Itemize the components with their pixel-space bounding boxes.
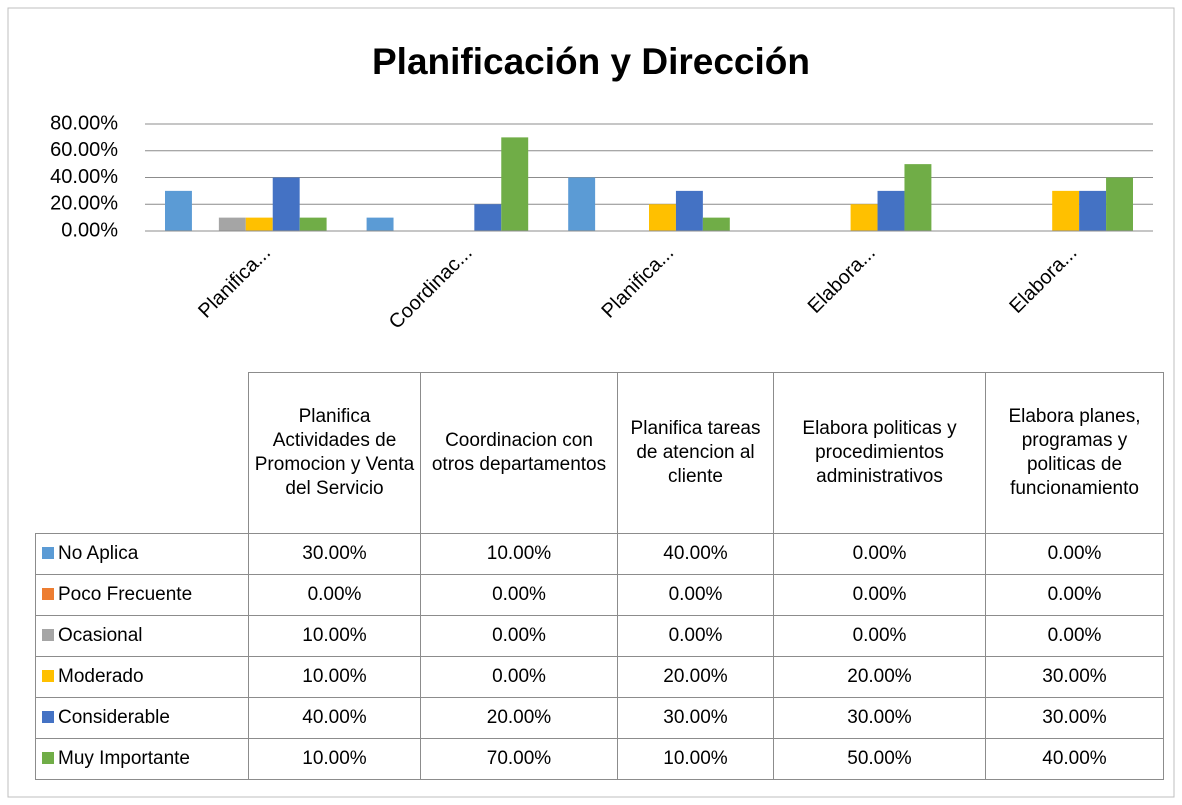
legend-entry: Poco Frecuente (35, 574, 249, 616)
bar (850, 204, 878, 231)
bar (568, 177, 596, 231)
chart-title: Planificación y Dirección (372, 41, 810, 82)
legend-swatch (42, 752, 54, 764)
data-row: Considerable 40.00% 20.00% 30.00% 30.00% 30.0… (35, 697, 1164, 739)
value-cell: 50.00% (773, 738, 986, 780)
legend-swatch (42, 629, 54, 641)
value-cell: 20.00% (617, 656, 774, 698)
value-cell: 20.00% (773, 656, 986, 698)
data-row: No Aplica 30.00% 10.00% 40.00% 0.00% 0.00% (35, 533, 1164, 575)
bar (649, 204, 676, 231)
value-cell: 0.00% (617, 574, 774, 616)
value-cell: 10.00% (420, 533, 618, 575)
column-header: Elabora planes, programas y politicas de… (985, 372, 1164, 534)
value-cell: 30.00% (985, 656, 1164, 698)
column-header: Planifica Actividades de Promocion y Ven… (248, 372, 421, 534)
value-cell: 20.00% (420, 697, 618, 739)
legend-entry: No Aplica (35, 533, 249, 575)
value-cell: 70.00% (420, 738, 618, 780)
legend-label: Ocasional (58, 625, 143, 646)
bar (501, 137, 529, 231)
legend-swatch (42, 670, 54, 682)
y-tick-label: 20.00% (50, 193, 118, 215)
bar (165, 190, 192, 231)
bar (299, 217, 327, 231)
legend-swatch (42, 711, 54, 723)
column-header: Coordinacion con otros departamentos (420, 372, 618, 534)
value-cell: 0.00% (773, 533, 986, 575)
column-header: Planifica tareas de atencion al cliente (617, 372, 774, 534)
legend-label: Moderado (58, 666, 144, 687)
y-tick-label: 0.00% (61, 219, 118, 241)
legend-entry: Muy Importante (35, 738, 249, 780)
bar (702, 217, 730, 231)
value-cell: 0.00% (773, 615, 986, 657)
value-cell: 0.00% (985, 574, 1164, 616)
value-cell: 10.00% (248, 738, 421, 780)
bar (1052, 190, 1080, 231)
data-row: Muy Importante 10.00% 70.00% 10.00% 50.00% 40… (35, 738, 1164, 780)
value-cell: 40.00% (248, 697, 421, 739)
value-cell: 40.00% (617, 533, 774, 575)
data-row: Moderado 10.00% 0.00% 20.00% 20.00% 30.00% (35, 656, 1164, 698)
value-cell: 10.00% (617, 738, 774, 780)
value-cell: 0.00% (985, 615, 1164, 657)
value-cell: 0.00% (773, 574, 986, 616)
value-cell: 30.00% (617, 697, 774, 739)
legend-entry: Ocasional (35, 615, 249, 657)
y-tick-label: 80.00% (50, 112, 118, 134)
header-row: Planifica Actividades de Promocion y Ven… (35, 372, 1164, 534)
value-cell: 10.00% (248, 656, 421, 698)
bar (1079, 190, 1107, 231)
value-cell: 0.00% (420, 656, 618, 698)
value-cell: 10.00% (248, 615, 421, 657)
value-cell: 0.00% (617, 615, 774, 657)
y-tick-label: 60.00% (50, 139, 118, 161)
value-cell: 0.00% (248, 574, 421, 616)
value-cell: 40.00% (985, 738, 1164, 780)
column-header: Elabora politicas y procedimientos admin… (773, 372, 986, 534)
bar (877, 190, 905, 231)
legend-label: Muy Importante (58, 748, 190, 769)
data-row: Ocasional 10.00% 0.00% 0.00% 0.00% 0.00% (35, 615, 1164, 657)
value-cell: 30.00% (773, 697, 986, 739)
bar (675, 190, 703, 231)
data-row: Poco Frecuente 0.00% 0.00% 0.00% 0.00% 0.00% (35, 574, 1164, 616)
value-cell: 30.00% (985, 697, 1164, 739)
value-cell: 30.00% (248, 533, 421, 575)
bar (272, 177, 300, 231)
bar (366, 217, 394, 231)
legend-entry: Moderado (35, 656, 249, 698)
legend-entry: Considerable (35, 697, 249, 739)
bar (1106, 177, 1133, 231)
bar (245, 217, 273, 231)
bar (218, 217, 246, 231)
value-cell: 0.00% (985, 533, 1164, 575)
legend-swatch (42, 547, 54, 559)
y-tick-label: 40.00% (50, 166, 118, 188)
bar (474, 204, 502, 231)
value-cell: 0.00% (420, 574, 618, 616)
legend-label: Poco Frecuente (58, 584, 193, 605)
value-cell: 0.00% (420, 615, 618, 657)
legend-swatch (42, 588, 54, 600)
bar (904, 164, 932, 231)
blank-cell (35, 372, 249, 534)
legend-label: Considerable (58, 707, 170, 728)
legend-label: No Aplica (58, 543, 139, 564)
data-table: Planifica Actividades de Promocion y Ven… (35, 372, 1164, 780)
